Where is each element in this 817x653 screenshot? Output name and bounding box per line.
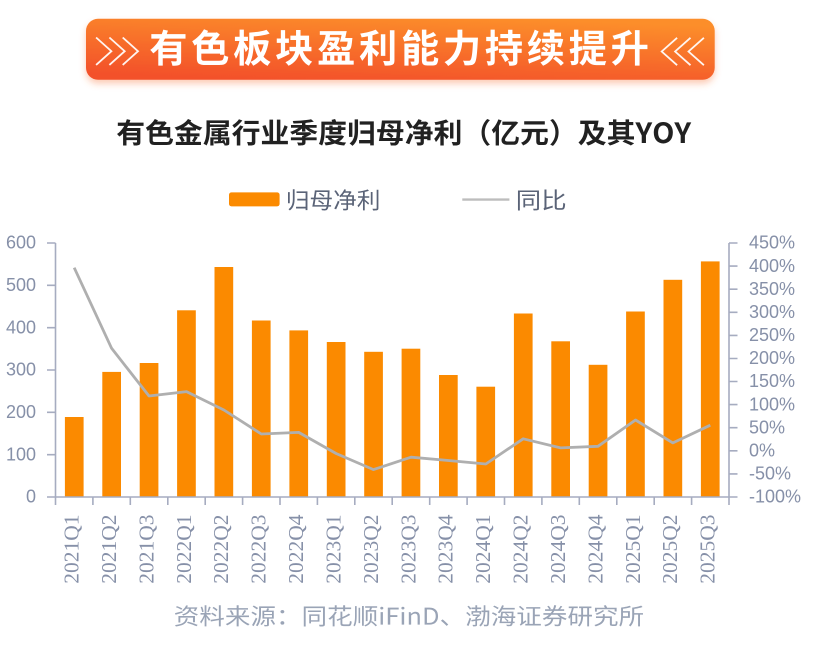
svg-text:200%: 200%	[749, 348, 795, 368]
svg-text:2023Q2: 2023Q2	[359, 515, 383, 584]
svg-text:2025Q1: 2025Q1	[621, 515, 645, 584]
svg-text:2022Q2: 2022Q2	[209, 515, 233, 584]
svg-text:50%: 50%	[749, 417, 785, 437]
svg-text:2021Q1: 2021Q1	[60, 515, 84, 584]
svg-text:350%: 350%	[749, 279, 795, 299]
svg-text:400%: 400%	[749, 256, 795, 276]
svg-text:2023Q4: 2023Q4	[434, 514, 458, 584]
svg-text:400: 400	[6, 317, 36, 337]
svg-text:300%: 300%	[749, 302, 795, 322]
svg-text:250%: 250%	[749, 325, 795, 345]
svg-text:100%: 100%	[749, 394, 795, 414]
svg-text:2024Q2: 2024Q2	[509, 515, 533, 584]
svg-text:2021Q3: 2021Q3	[134, 515, 158, 584]
svg-text:2023Q1: 2023Q1	[321, 515, 345, 584]
svg-text:2025Q3: 2025Q3	[696, 515, 720, 584]
svg-text:2022Q1: 2022Q1	[172, 515, 196, 584]
svg-text:300: 300	[6, 360, 36, 380]
svg-text:600: 600	[6, 233, 36, 253]
svg-text:-50%: -50%	[749, 464, 791, 484]
svg-text:150%: 150%	[749, 371, 795, 391]
svg-text:2024Q3: 2024Q3	[546, 515, 570, 584]
svg-text:2022Q3: 2022Q3	[247, 515, 271, 584]
svg-text:100: 100	[6, 444, 36, 464]
svg-text:2023Q3: 2023Q3	[396, 515, 420, 584]
svg-text:0: 0	[26, 487, 36, 507]
svg-text:2021Q2: 2021Q2	[97, 515, 121, 584]
svg-text:0%: 0%	[749, 441, 775, 461]
svg-text:200: 200	[6, 402, 36, 422]
svg-text:500: 500	[6, 275, 36, 295]
svg-text:-100%: -100%	[749, 487, 801, 507]
svg-text:450%: 450%	[749, 233, 795, 253]
svg-text:2024Q4: 2024Q4	[583, 514, 607, 584]
svg-text:2024Q1: 2024Q1	[471, 515, 495, 584]
svg-text:2025Q2: 2025Q2	[658, 515, 682, 584]
svg-text:2022Q4: 2022Q4	[284, 514, 308, 584]
